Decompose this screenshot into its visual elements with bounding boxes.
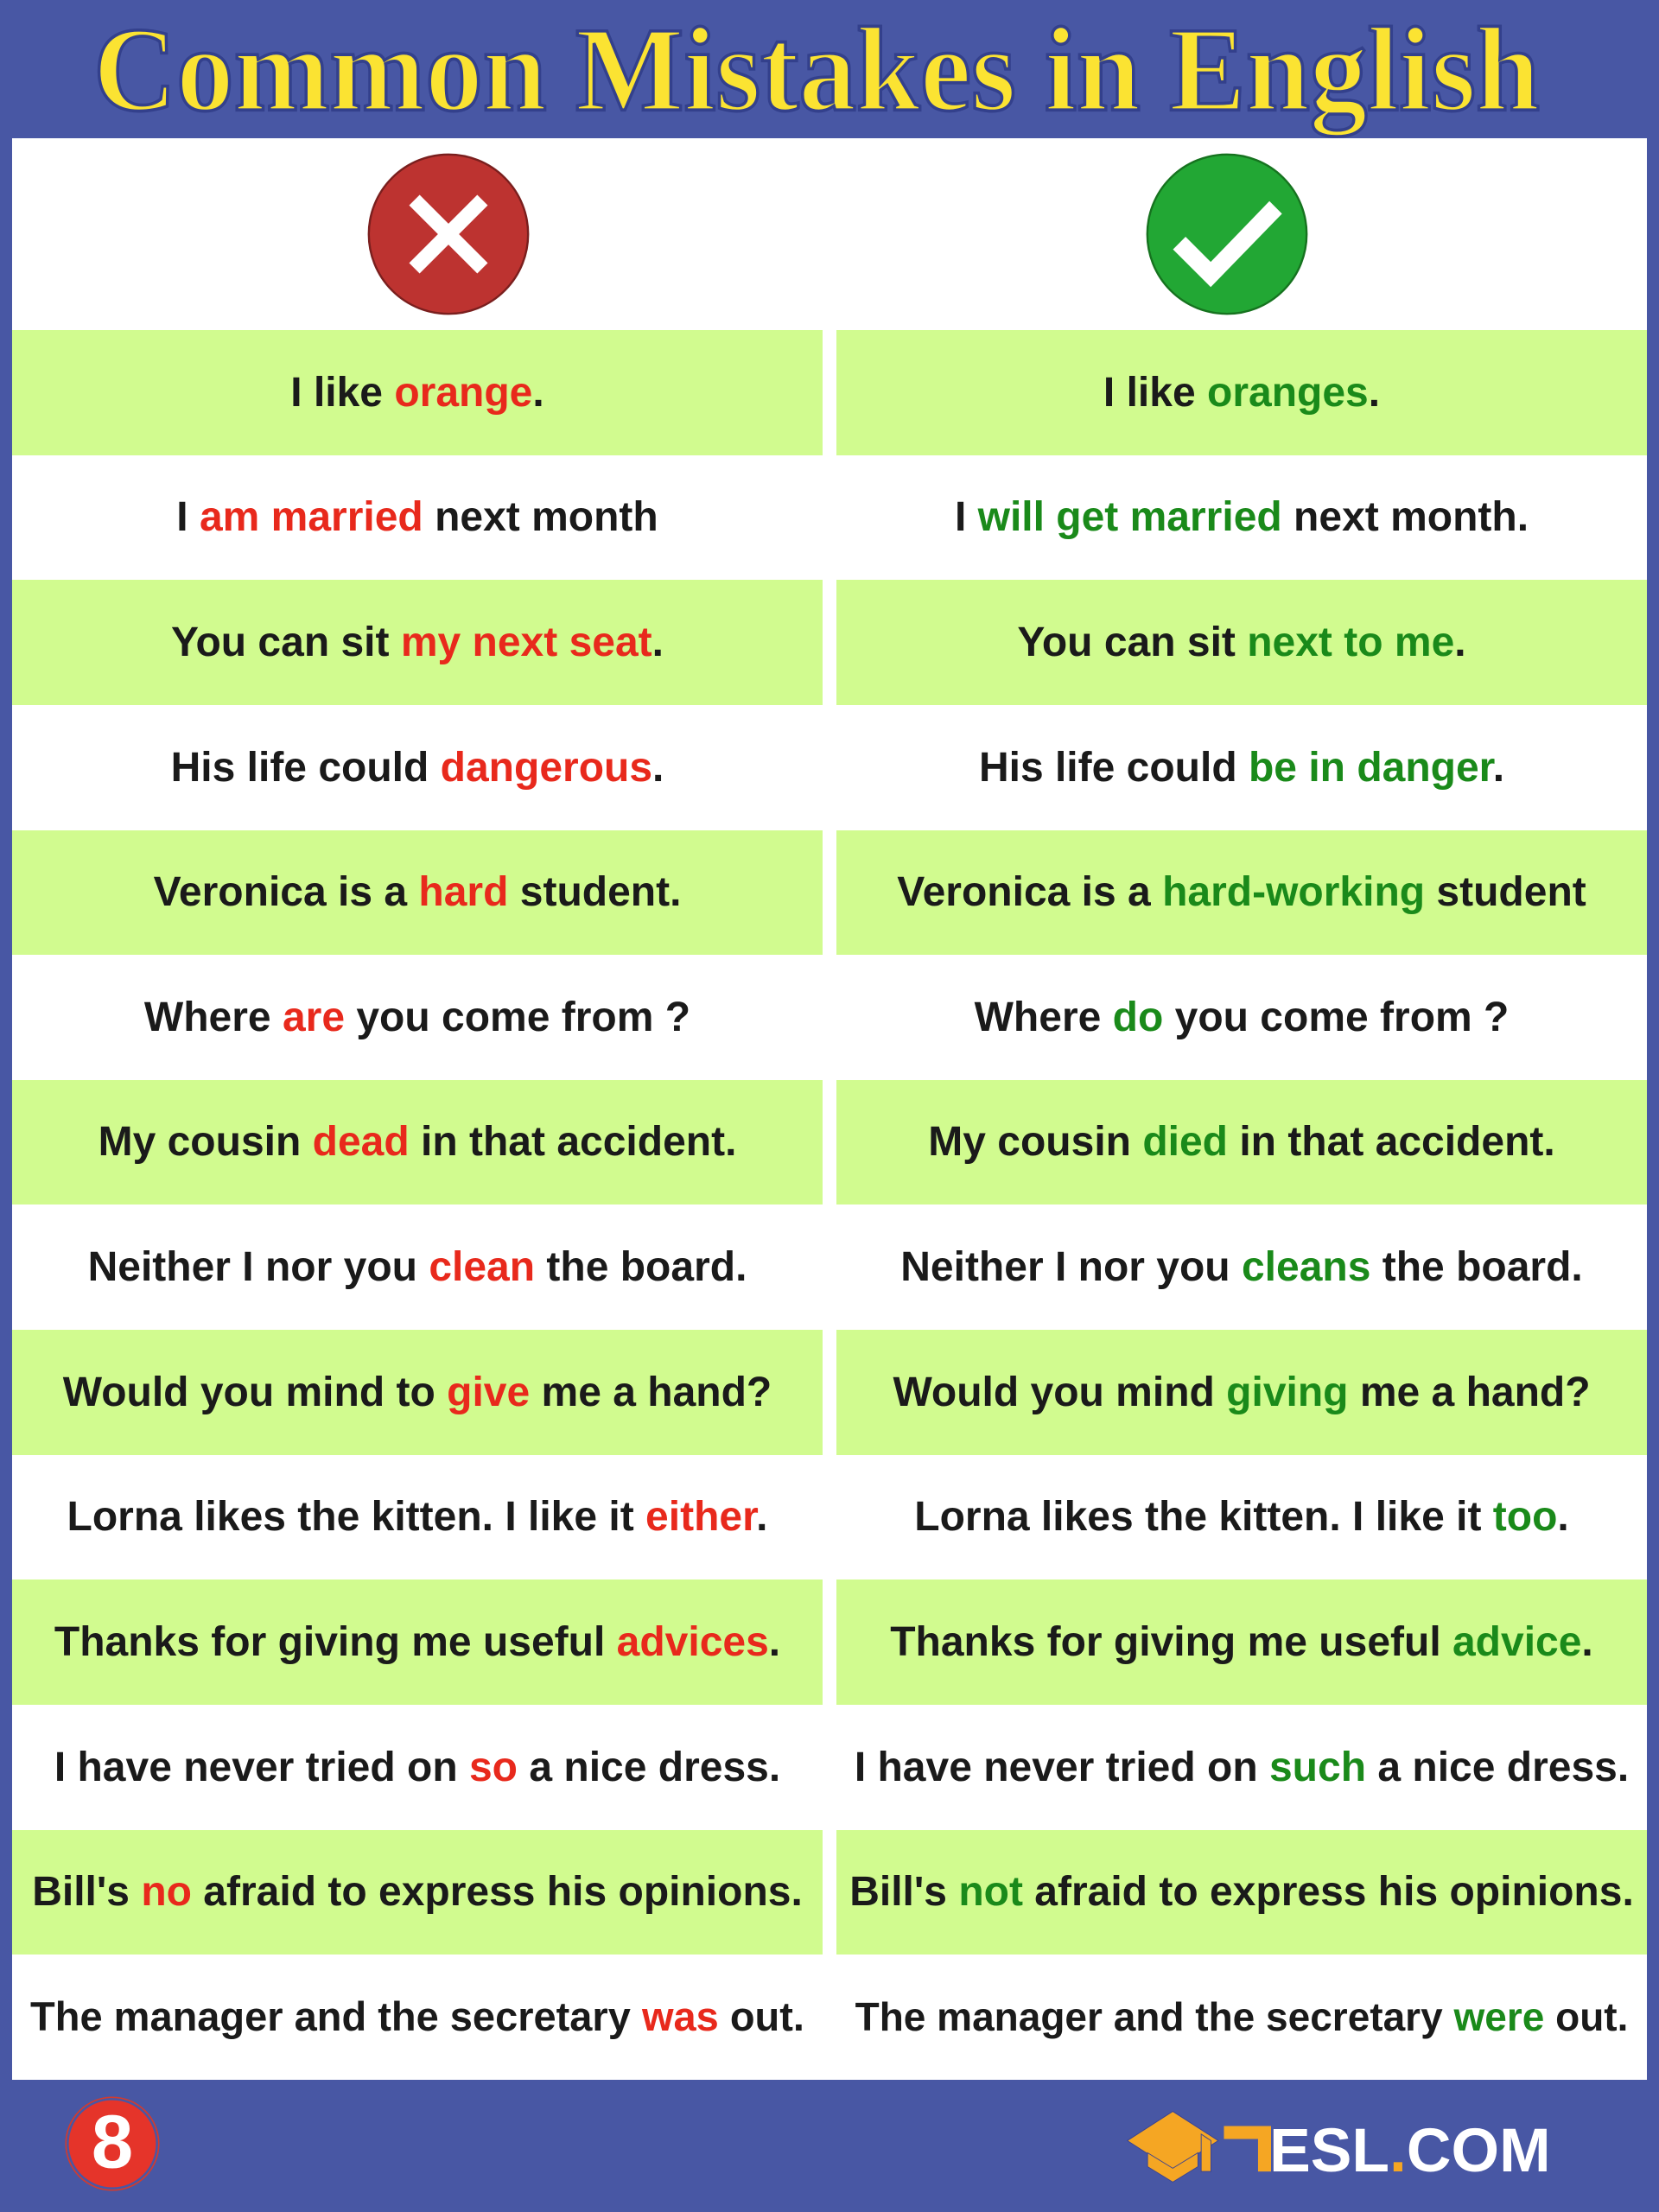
svg-text:8: 8 xyxy=(92,2100,133,2183)
svg-text:ESL.COM: ESL.COM xyxy=(1269,2116,1550,2185)
